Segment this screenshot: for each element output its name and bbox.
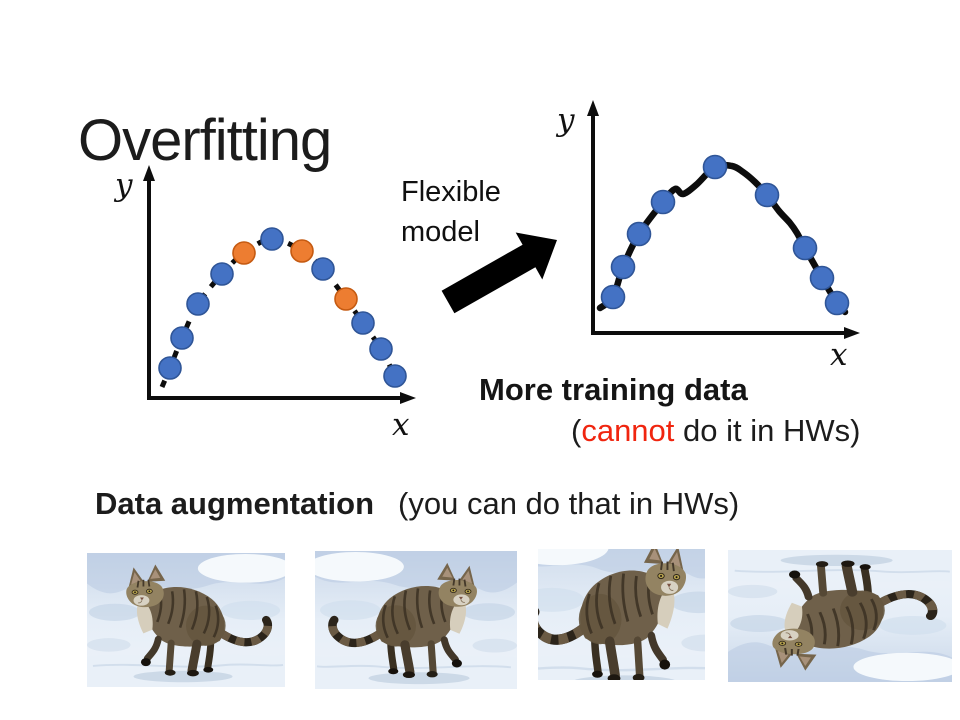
- flexible-model-line1: Flexible: [401, 176, 501, 208]
- data-augmentation-note: (you can do that in HWs): [398, 486, 740, 521]
- blue-data-point: [754, 182, 780, 208]
- flexible-model-label: Flexible model: [401, 172, 501, 252]
- right-chart-y-axis-label: y: [557, 102, 575, 138]
- cat-photo-flipped: [315, 551, 517, 689]
- more-training-data-label: More training data: [479, 372, 748, 407]
- blue-data-point: [792, 235, 818, 261]
- data-augmentation-title: Data augmentation: [95, 486, 375, 521]
- augmentation-group-original: [87, 553, 285, 687]
- flexible-model-line2: model: [401, 216, 480, 248]
- x-axis-arrow-icon: [844, 327, 860, 339]
- fit-data-points: [600, 154, 850, 316]
- augmentation-group-flip-h: [315, 551, 517, 689]
- blue-data-point: [260, 227, 284, 251]
- cat-photo-flipped-zoomed-svg: [538, 549, 705, 680]
- blue-data-point: [186, 292, 210, 316]
- blue-data-point: [311, 257, 335, 281]
- augmentation-group-flip-v: [728, 550, 952, 682]
- blue-data-point: [702, 154, 728, 180]
- augmentation-group-flip-h-zoom: [538, 549, 705, 680]
- cannot-word: cannot: [581, 413, 675, 448]
- orange-data-point: [334, 287, 358, 311]
- flexible-model-chart: [587, 100, 860, 339]
- cannot-rest: do it in HWs): [674, 413, 861, 448]
- page-title: Overfitting: [78, 107, 332, 173]
- blue-data-point: [170, 326, 194, 350]
- blue-data-point: [650, 189, 676, 215]
- blue-data-point: [210, 262, 234, 286]
- cat-photo-original-svg: [87, 553, 285, 687]
- orange-data-point: [290, 239, 314, 263]
- flexible-model-arrow: [441, 232, 557, 314]
- left-chart-x-axis-label: x: [392, 407, 410, 443]
- cannot-note: (cannot do it in HWs): [571, 412, 860, 449]
- blue-data-point: [824, 290, 850, 316]
- orange-data-point: [232, 241, 256, 265]
- left-chart-y-axis-label: y: [115, 167, 133, 203]
- x-axis-arrow-icon: [400, 392, 416, 404]
- y-axis-arrow-icon: [143, 165, 155, 181]
- blue-data-point: [600, 284, 626, 310]
- blue-data-point: [610, 254, 636, 280]
- blue-data-point: [383, 364, 407, 388]
- cannot-paren: (: [571, 413, 582, 448]
- cat-photo-flipped-svg: [315, 551, 517, 689]
- cat-photo-flipped-zoomed: [538, 549, 705, 680]
- training-data-points: [158, 227, 407, 388]
- blue-data-point: [158, 356, 182, 380]
- block-arrow-up-right-icon: [441, 232, 557, 314]
- data-augmentation-label: Data augmentation (you can do that in HWs…: [95, 485, 739, 522]
- cat-photo-upside-down-svg: [728, 550, 952, 682]
- blue-data-point: [351, 311, 375, 335]
- blue-data-point: [626, 221, 652, 247]
- cat-photo-upside-down: [728, 550, 952, 682]
- y-axis-arrow-icon: [587, 100, 599, 116]
- training-data-chart: [143, 165, 416, 404]
- cat-photo-original: [87, 553, 285, 687]
- blue-data-point: [369, 337, 393, 361]
- right-chart-x-axis-label: x: [830, 337, 848, 373]
- blue-data-point: [809, 265, 835, 291]
